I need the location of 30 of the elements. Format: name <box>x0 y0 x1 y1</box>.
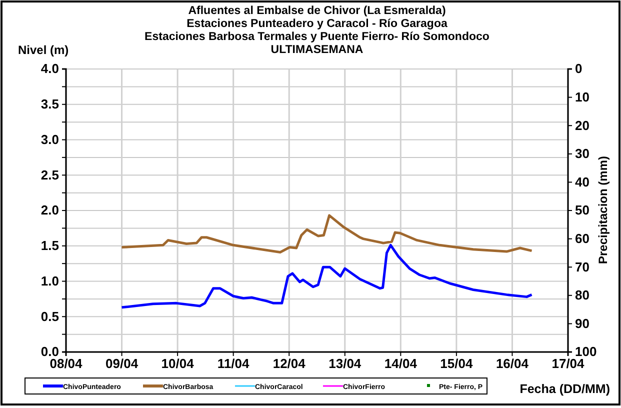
x-tick-label: 10/04 <box>161 356 195 372</box>
y-tick-label: 2.0 <box>40 202 59 218</box>
y2-tick-label: 10 <box>575 89 590 104</box>
y2-tick-label: 60 <box>575 230 590 246</box>
x-tick-label: 14/04 <box>384 356 418 372</box>
y-tick-label: 0.5 <box>40 308 59 324</box>
x-tick-label: 16/04 <box>496 356 530 372</box>
x-axis-title: Fecha (DD/MM) <box>520 382 610 396</box>
y-tick-label: 4.0 <box>40 61 59 76</box>
y-tick-label: 1.5 <box>40 238 59 254</box>
x-tick-label: 13/04 <box>328 356 362 372</box>
y-tick-label: 3.0 <box>40 132 59 147</box>
y-tick-label: 1.0 <box>40 273 59 288</box>
y2-tick-label: 20 <box>575 118 590 133</box>
y2-tick-label: 70 <box>575 259 590 274</box>
y2-tick-label: 90 <box>575 316 590 331</box>
y2-tick-label: 80 <box>575 288 590 303</box>
y-axis-title: Nivel (m) <box>18 43 69 57</box>
y2-tick-label: 50 <box>575 202 590 218</box>
y-tick-label: 3.5 <box>40 96 59 112</box>
y2-tick-label: 0 <box>575 61 582 76</box>
y-tick-label: 2.5 <box>40 167 59 182</box>
y2-axis-title: Precipitacion (mm) <box>596 156 610 264</box>
x-tick-label: 12/04 <box>272 356 306 372</box>
x-tick-label: 15/04 <box>440 356 474 372</box>
x-tick-label: 09/04 <box>106 356 139 372</box>
y2-tick-label: 30 <box>575 146 590 162</box>
chart-title: Afluentes al Embalse de Chivor (La Esmeralda) Estaciones Punteadero y Caracol - Río Garagoa Estaciones Barbosa Termales y Puente Fierro- Río Somondoco ULTIMASEMANA <box>144 5 490 56</box>
y2-tick-label: 40 <box>575 174 590 190</box>
x-tick-label: 11/04 <box>217 356 250 372</box>
